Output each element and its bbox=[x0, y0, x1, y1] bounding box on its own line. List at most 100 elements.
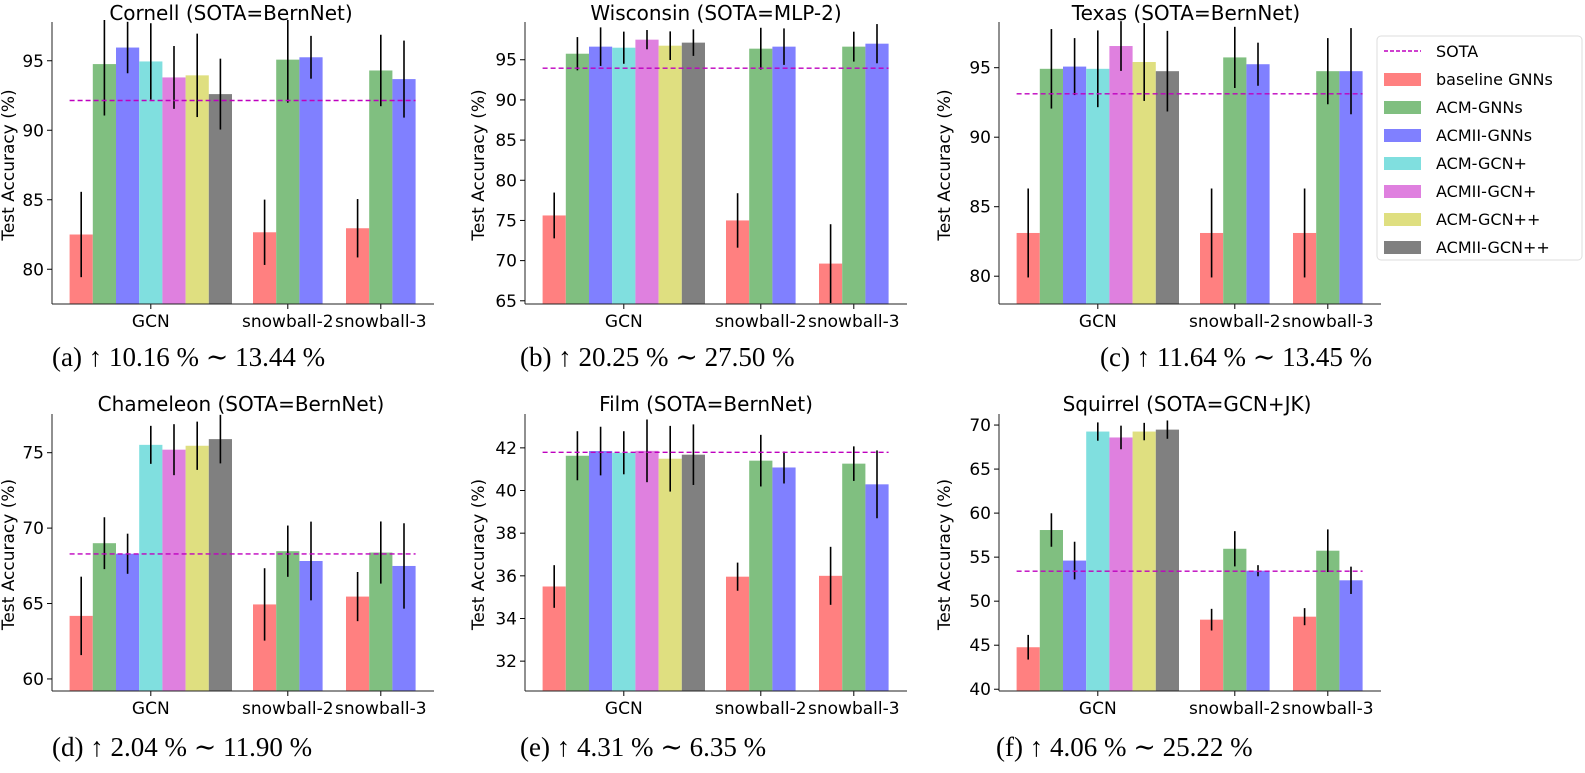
y-tick-label: 95 bbox=[22, 52, 44, 72]
y-axis-label: Test Accuracy (%) bbox=[0, 89, 19, 241]
bar-acm-gnns bbox=[1223, 57, 1247, 304]
bar-acmii-gcn++ bbox=[1155, 71, 1179, 304]
bar-baseline-gnns bbox=[726, 576, 750, 691]
x-tick-label: snowball-3 bbox=[1282, 312, 1374, 332]
bar-acm-gnns bbox=[1039, 68, 1063, 304]
subfigure-caption: (e) ↑ 4.31 % ∼ 6.35 % bbox=[520, 732, 766, 762]
x-tick-label: GCN bbox=[605, 312, 643, 332]
y-tick-label: 85 bbox=[22, 191, 44, 211]
legend-swatch bbox=[1384, 185, 1421, 198]
bar-acmii-gnns bbox=[772, 46, 796, 304]
bar-group-snowball-2 bbox=[726, 434, 796, 691]
bar-acm-gcn++ bbox=[1132, 431, 1156, 691]
y-axis-label: Test Accuracy (%) bbox=[935, 479, 955, 631]
bar-group-snowball-3 bbox=[346, 521, 416, 691]
legend-swatch bbox=[1384, 213, 1421, 226]
legend: SOTA baseline GNNs ACM-GNNs ACMII-GNNs ACM-G… bbox=[1376, 35, 1583, 261]
bar-acm-gcn+ bbox=[1086, 431, 1110, 691]
bar-group-GCN bbox=[1016, 21, 1179, 305]
y-tick-label: 60 bbox=[969, 504, 991, 524]
bar-group-snowball-3 bbox=[1293, 529, 1363, 691]
y-tick-label: 70 bbox=[22, 519, 44, 539]
bar-acmii-gnns bbox=[865, 43, 889, 304]
bar-group-snowball-3 bbox=[819, 446, 889, 691]
bar-baseline-gnns bbox=[346, 228, 370, 304]
bar-acm-gnns bbox=[565, 455, 589, 691]
y-tick-label: 95 bbox=[969, 59, 991, 79]
y-tick-label: 65 bbox=[495, 292, 517, 312]
bar-acmii-gnns bbox=[299, 57, 323, 305]
chart-title: Wisconsin (SOTA=MLP-2) bbox=[590, 1, 841, 25]
legend-label: ACMII-GCN++ bbox=[1436, 238, 1550, 257]
bar-baseline-gnns bbox=[542, 215, 566, 304]
legend-swatch bbox=[1384, 129, 1421, 142]
y-tick-label: 40 bbox=[495, 482, 517, 502]
bar-group-snowball-2 bbox=[1200, 26, 1270, 304]
bar-acmii-gnns bbox=[1339, 71, 1363, 304]
bar-acm-gnns bbox=[92, 64, 116, 304]
bar-acmii-gnns bbox=[392, 565, 416, 691]
y-tick-label: 75 bbox=[22, 444, 44, 464]
y-axis-label: Test Accuracy (%) bbox=[935, 89, 955, 241]
y-tick-label: 36 bbox=[495, 567, 517, 587]
chart-panel-1: Cornell (SOTA=BernNet) GCN snowball-2 snowb… bbox=[0, 1, 434, 372]
bar-group-snowball-3 bbox=[346, 34, 416, 305]
legend-swatch bbox=[1384, 157, 1421, 170]
y-tick-label: 90 bbox=[969, 128, 991, 148]
bar-acmii-gnns bbox=[1246, 570, 1270, 691]
bar-acmii-gnns bbox=[1063, 66, 1087, 304]
chart-panel-4: Chameleon (SOTA=BernNet) GCN snowball-2 sno… bbox=[0, 392, 434, 762]
bar-acm-gnns bbox=[276, 551, 300, 691]
bar-acm-gnns bbox=[92, 543, 116, 691]
bar-acm-gcn++ bbox=[185, 75, 209, 304]
bar-baseline-gnns bbox=[1016, 647, 1040, 691]
x-tick-label: snowball-3 bbox=[808, 312, 900, 332]
subfigure-caption: (c) ↑ 11.64 % ∼ 13.45 % bbox=[1100, 342, 1372, 372]
bar-acm-gcn+ bbox=[612, 47, 636, 305]
bar-acmii-gnns bbox=[589, 46, 613, 304]
legend-label: ACMII-GCN+ bbox=[1436, 182, 1536, 201]
legend-swatch bbox=[1384, 241, 1421, 254]
bar-acmii-gcn++ bbox=[681, 42, 705, 305]
y-axis-label: Test Accuracy (%) bbox=[0, 479, 19, 631]
y-tick-label: 90 bbox=[22, 121, 44, 141]
bar-acm-gcn+ bbox=[139, 61, 163, 304]
legend-label: SOTA bbox=[1436, 42, 1478, 61]
y-tick-label: 40 bbox=[969, 680, 991, 700]
bar-acmii-gcn+ bbox=[635, 450, 659, 691]
x-tick-label: snowball-2 bbox=[1189, 312, 1281, 332]
bar-acm-gcn+ bbox=[1086, 68, 1110, 304]
bar-acmii-gnns bbox=[589, 451, 613, 691]
bar-group-GCN bbox=[542, 27, 705, 305]
legend-label: baseline GNNs bbox=[1436, 70, 1553, 89]
bar-baseline-gnns bbox=[346, 596, 370, 691]
bar-acm-gnns bbox=[276, 59, 300, 304]
x-tick-label: GCN bbox=[1079, 312, 1117, 332]
bar-group-snowball-3 bbox=[1293, 28, 1363, 304]
bar-acm-gcn++ bbox=[185, 445, 209, 691]
y-tick-label: 38 bbox=[495, 524, 517, 544]
bar-group-GCN bbox=[1016, 420, 1179, 691]
bar-acmii-gcn++ bbox=[1155, 429, 1179, 691]
y-tick-label: 70 bbox=[495, 252, 517, 272]
y-axis-label: Test Accuracy (%) bbox=[469, 479, 489, 631]
bar-baseline-gnns bbox=[253, 232, 277, 304]
bar-acm-gnns bbox=[565, 53, 589, 305]
y-tick-label: 80 bbox=[22, 260, 44, 280]
bar-acmii-gcn+ bbox=[162, 449, 186, 691]
y-axis-label: Test Accuracy (%) bbox=[469, 89, 489, 241]
bar-acmii-gcn+ bbox=[162, 77, 186, 305]
bar-acm-gnns bbox=[842, 463, 866, 691]
bar-baseline-gnns bbox=[253, 604, 277, 691]
bar-acmii-gnns bbox=[1339, 580, 1363, 691]
y-tick-label: 85 bbox=[969, 198, 991, 218]
x-tick-label: GCN bbox=[605, 699, 643, 719]
bar-acm-gcn++ bbox=[1132, 62, 1156, 304]
bar-acm-gnns bbox=[749, 460, 773, 691]
legend-frame bbox=[1376, 35, 1583, 261]
bar-baseline-gnns bbox=[1200, 619, 1224, 691]
bar-acmii-gcn+ bbox=[635, 39, 659, 304]
x-tick-label: snowball-3 bbox=[335, 312, 427, 332]
bar-acmii-gnns bbox=[116, 47, 140, 305]
